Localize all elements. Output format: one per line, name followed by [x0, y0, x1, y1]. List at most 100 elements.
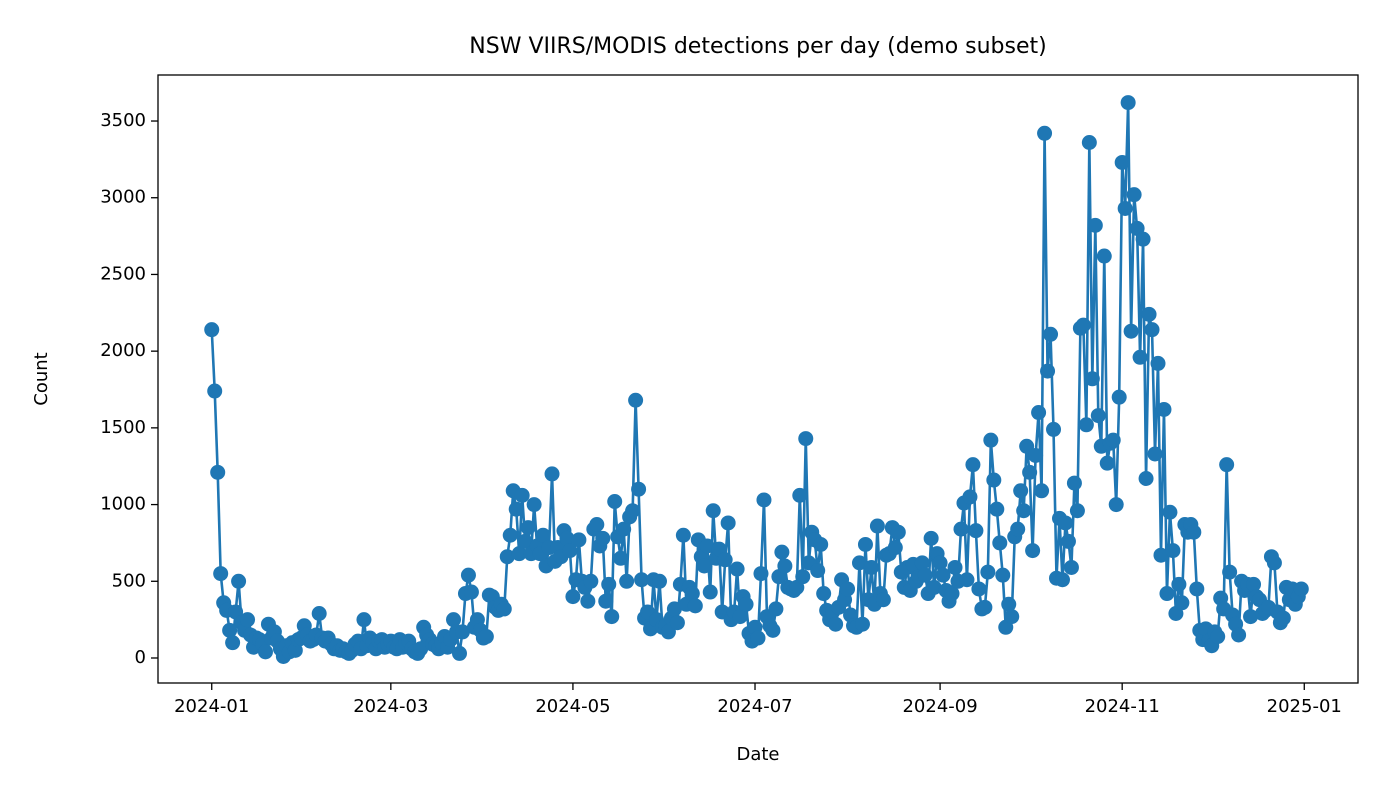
data-point [607, 494, 623, 510]
data-point [983, 432, 999, 448]
data-point [926, 579, 942, 595]
y-tick-label: 3500 [100, 110, 146, 131]
data-point [451, 645, 467, 661]
data-point [1043, 326, 1059, 342]
data-point [1150, 355, 1166, 371]
data-point [1123, 323, 1139, 339]
data-point [1219, 457, 1235, 473]
data-point [634, 572, 650, 588]
data-point [1060, 533, 1076, 549]
data-point [890, 524, 906, 540]
data-point [717, 552, 733, 568]
data-point [478, 629, 494, 645]
data-point [669, 615, 685, 631]
y-tick-label: 1500 [100, 417, 146, 438]
data-point [1147, 446, 1163, 462]
data-point [1132, 349, 1148, 365]
data-point [225, 635, 241, 651]
data-point [231, 573, 247, 589]
data-point [571, 532, 587, 548]
x-tick-label: 2024-05 [535, 696, 610, 717]
x-tick-label: 2024-03 [353, 696, 428, 717]
data-point [1153, 547, 1169, 563]
data-point [651, 573, 667, 589]
data-point [454, 624, 470, 640]
data-point [923, 530, 939, 546]
data-point [1108, 497, 1124, 513]
data-point [1063, 559, 1079, 575]
data-point [887, 540, 903, 556]
data-point [738, 596, 754, 612]
data-point [1156, 401, 1172, 417]
data-point [1096, 248, 1112, 264]
data-point [729, 561, 745, 577]
markers [204, 95, 1309, 664]
chart-title: NSW VIIRS/MODIS detections per day (demo… [469, 34, 1046, 59]
data-point [595, 530, 611, 546]
data-point [601, 576, 617, 592]
data-point [1019, 438, 1035, 454]
data-point [992, 535, 1008, 551]
data-point [914, 555, 930, 571]
data-point [1004, 609, 1020, 625]
data-point [1099, 455, 1115, 471]
x-tick-label: 2024-01 [174, 696, 249, 717]
data-point [1078, 417, 1094, 433]
data-point [816, 586, 832, 602]
data-point [875, 592, 891, 608]
data-point [851, 555, 867, 571]
data-point [774, 544, 790, 560]
data-point [1186, 524, 1202, 540]
data-point [732, 609, 748, 625]
data-point [311, 606, 327, 622]
data-point [625, 503, 641, 519]
data-point [1171, 576, 1187, 592]
data-point [559, 530, 575, 546]
data-point [1040, 363, 1056, 379]
data-point [1016, 503, 1032, 519]
data-point [959, 572, 975, 588]
data-point [750, 630, 766, 646]
data-point [968, 523, 984, 539]
y-tick-label: 3000 [100, 187, 146, 208]
data-point [1275, 610, 1291, 626]
data-point [705, 503, 721, 519]
data-point [514, 487, 530, 503]
data-point [1246, 576, 1262, 592]
data-point [1066, 475, 1082, 491]
data-point [413, 641, 429, 657]
data-point [613, 550, 629, 566]
x-tick-label: 2024-07 [717, 696, 792, 717]
data-point [1144, 322, 1160, 338]
data-point [1222, 564, 1238, 580]
data-point [980, 564, 996, 580]
data-point [986, 472, 1002, 488]
data-point [1001, 596, 1017, 612]
data-point [1126, 187, 1142, 203]
data-point [1243, 609, 1259, 625]
data-point [828, 616, 844, 632]
data-point [971, 581, 987, 597]
data-point [1046, 421, 1062, 437]
data-point [1266, 555, 1282, 571]
x-tick-label: 2025-01 [1267, 696, 1342, 717]
plot-frame [157, 74, 1359, 684]
data-point [944, 586, 960, 602]
y-tick-label: 0 [135, 647, 146, 668]
data-point [499, 549, 515, 565]
data-point [1293, 581, 1309, 597]
data-point [1025, 543, 1041, 559]
data-point [210, 464, 226, 480]
data-point [995, 567, 1011, 583]
data-point [932, 555, 948, 571]
data-point [917, 567, 933, 583]
data-point [813, 536, 829, 552]
data-point [1031, 405, 1047, 421]
data-point [1057, 515, 1073, 531]
data-point [1087, 217, 1103, 233]
data-point [463, 584, 479, 600]
y-tick-label: 2000 [100, 340, 146, 361]
y-tick-label: 2500 [100, 263, 146, 284]
